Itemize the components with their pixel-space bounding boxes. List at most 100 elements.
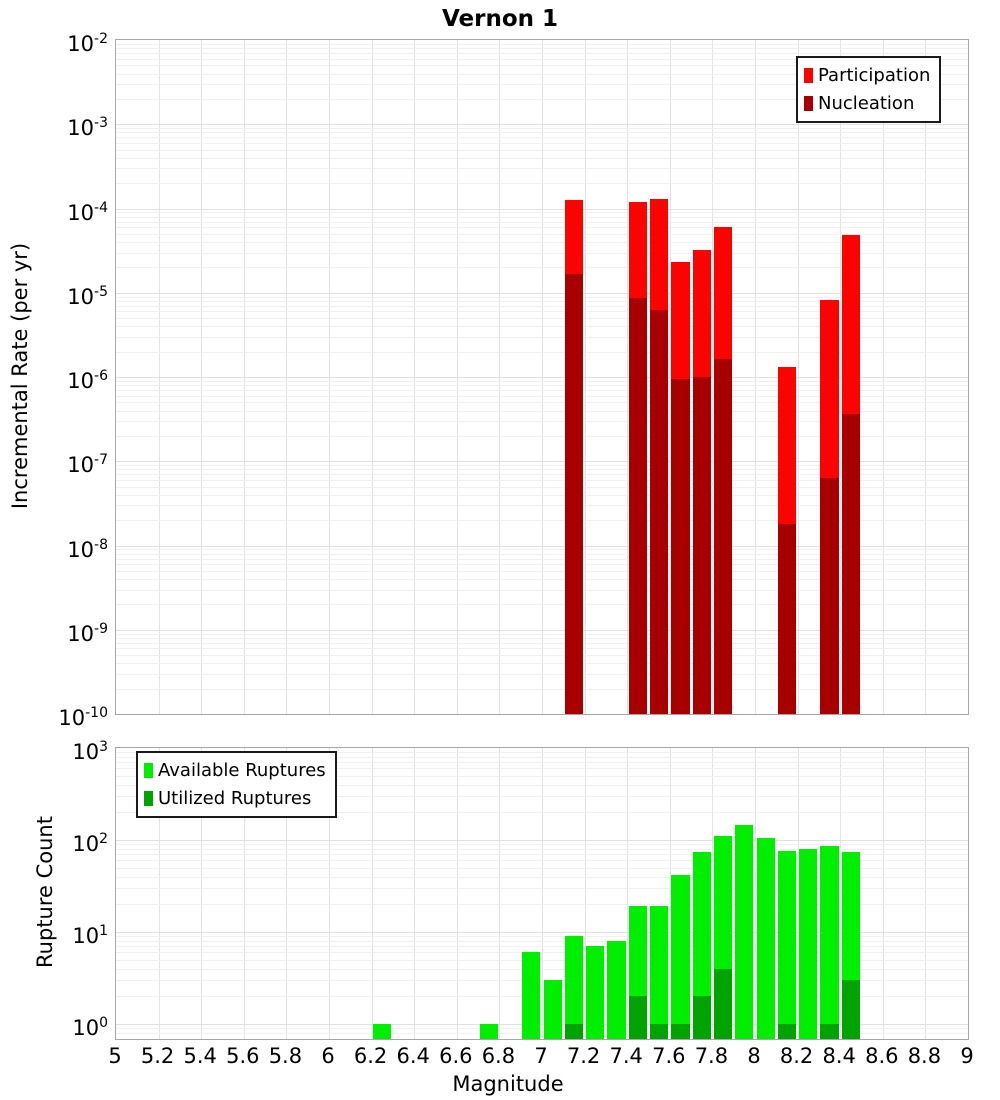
bar-available-ruptures [607,940,626,1039]
gridline-major [116,124,968,126]
gridline-minor [116,351,968,353]
available-swatch-icon [144,762,153,778]
legend-item-participation: Participation [804,61,930,89]
bar-utilized-ruptures [713,968,733,1039]
gridline-minor [116,952,968,954]
gridline-minor [116,579,968,580]
legend-label: Nucleation [818,92,915,114]
gridline-minor [116,888,968,890]
gridline-minor [116,756,968,758]
x-tick-label: 8.4 [822,1044,856,1068]
nucleation-swatch-icon [804,95,813,111]
gridline-minor [116,854,968,856]
gridline-vertical [158,748,160,1039]
x-tick-label: 5 [108,1044,122,1068]
bar-nucleation [841,414,860,714]
bar-available-ruptures [650,906,669,1039]
gridline-vertical [499,748,501,1039]
y-tick-label: 10-2 [67,31,108,56]
gridline-minor [116,469,968,471]
x-tick-label: 6.2 [353,1044,388,1068]
bar-nucleation [628,297,647,714]
bar-utilized-ruptures [820,1024,839,1039]
bar-nucleation [820,478,839,714]
utilized-swatch-icon [144,790,153,806]
gridline-minor [116,673,968,675]
gridline-vertical [882,748,884,1039]
bar-available-ruptures [777,851,797,1039]
gridline-major [116,208,968,210]
gridline-minor [116,494,968,496]
gridline-minor [116,688,968,690]
gridline-minor [116,762,968,764]
participation-swatch-icon [804,67,813,83]
gridline-minor [116,326,968,328]
gridline-minor [116,486,968,488]
bar-utilized-ruptures [777,1024,797,1039]
bar-utilized-ruptures [671,1024,690,1039]
gridline-major [116,377,968,378]
gridline-minor [116,946,968,948]
bar-available-ruptures [373,1024,392,1039]
gridline-minor [116,959,968,961]
bar-utilized-ruptures [841,980,860,1039]
gridline-minor [116,318,968,320]
gridline-minor [116,940,968,942]
gridline-vertical [797,748,799,1039]
y-tick-label: 101 [72,923,108,948]
x-tick-label: 8.8 [907,1044,942,1068]
gridline-minor [116,553,968,555]
gridline-minor [116,633,968,635]
gridline-minor [116,564,968,566]
bar-available-ruptures [671,874,690,1039]
gridline-minor [116,752,968,754]
gridline-vertical [243,748,245,1039]
legend-rate-panel: Participation Nucleation [796,56,942,123]
bar-nucleation [650,310,669,714]
gridline-minor [116,796,968,798]
gridline-major [116,545,968,547]
x-tick-label: 7.4 [609,1044,643,1068]
gridline-minor [116,936,968,938]
gridline-major [116,840,968,841]
gridline-minor [116,479,968,481]
gridline-major [116,932,968,933]
gridline-vertical [201,748,203,1039]
gridline-minor [116,558,968,560]
gridline-vertical [669,748,671,1039]
gridline-minor [116,142,968,144]
x-tick-label: 8 [747,1044,761,1068]
gridline-minor [116,311,968,313]
gridline-vertical [414,748,416,1039]
x-tick-label: 7.6 [652,1044,686,1068]
bar-utilized-ruptures [650,1024,669,1039]
gridline-minor [116,812,968,814]
gridline-minor [116,43,968,45]
bar-available-ruptures [479,1024,498,1039]
gridline-minor [116,242,968,243]
gridline-minor [116,137,968,139]
gridline-vertical [584,748,586,1039]
gridline-minor [116,227,968,229]
gridline-minor [116,385,968,387]
gridline-minor [116,300,968,302]
y-tick-label: 10-6 [67,368,108,393]
x-tick-label: 5.4 [183,1044,217,1068]
gridline-minor [116,410,968,412]
bar-nucleation [671,378,690,714]
gridline-minor [116,505,968,507]
gridline-minor [116,157,968,159]
bar-available-ruptures [564,936,584,1039]
gridline-minor [116,252,968,254]
y-tick-label: 10-4 [67,199,108,225]
gridline-minor [116,784,968,786]
gridline-minor [116,642,968,644]
gridline-vertical [755,748,756,1039]
x-axis-title: Magnitude [452,1072,564,1096]
gridline-vertical [456,748,458,1039]
gridline-minor [116,775,968,777]
gridline-vertical [840,748,842,1039]
gridline-minor [116,380,968,382]
gridline-minor [116,848,968,850]
